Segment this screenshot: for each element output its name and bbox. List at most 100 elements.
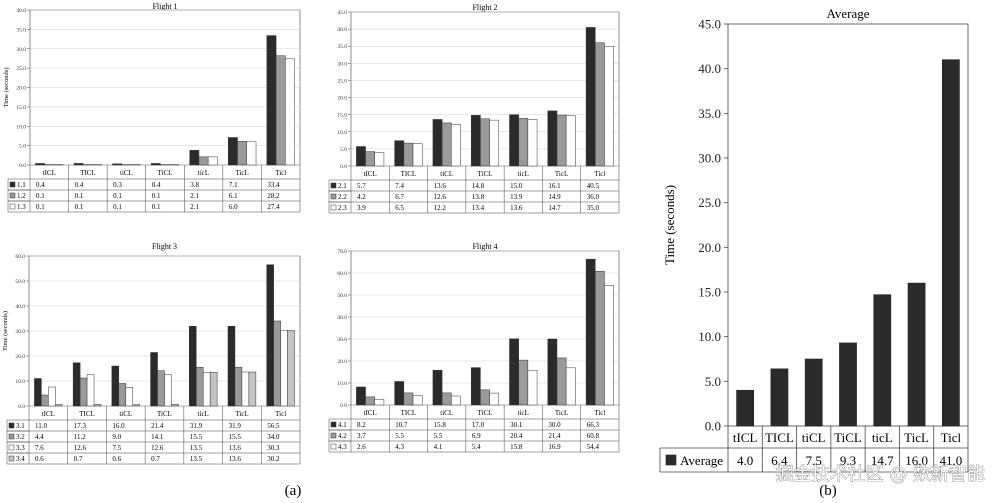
chart5-table-value: 7.5	[806, 453, 822, 468]
chart5-legend-label: Average	[680, 453, 723, 468]
chart3-bar-3-1-4	[189, 326, 197, 407]
chart4-bar-4-3-0	[374, 399, 385, 406]
chart4-table-value: 30.0	[548, 421, 561, 429]
chart1-table-value: 27.4	[267, 203, 280, 211]
chart1-bar-1-3-6	[285, 58, 295, 166]
chart3-ytick-label: 50.0	[15, 279, 25, 285]
chart5-ytick-label: 10.0	[698, 329, 721, 344]
chart1-ylabel: Time (seconds)	[3, 67, 10, 107]
chart3-bar-3-2-2	[118, 383, 127, 407]
chart2-table-value: 13.4	[472, 204, 485, 212]
chart3-bar-3-4-4	[209, 372, 218, 407]
chart3-legend-swatch	[8, 433, 15, 440]
chart1-bar-1-2-4	[198, 156, 209, 166]
chart5-ytick-label: 0.0	[705, 419, 721, 434]
chart4-table-value: 30.1	[510, 421, 523, 429]
chart3-bar-3-4-5	[248, 371, 257, 407]
chart3-table-value: 17.3	[74, 422, 87, 430]
chart4-legend-swatch	[330, 443, 337, 450]
chart3-bar-3-4-0	[55, 404, 63, 407]
chart4-bar-4-1-2	[432, 369, 443, 406]
chart2-bar-2-3-4	[527, 119, 538, 167]
chart1-title: Flight 1	[152, 2, 177, 11]
chart2-table-value: 6.5	[395, 204, 404, 212]
chart1-bar-1-1-1	[73, 163, 84, 166]
chart3-table-value: 11.0	[35, 422, 47, 430]
chart4-category-label: Ticl	[594, 409, 605, 417]
chart3-table-value: 9.0	[112, 433, 121, 441]
chart4-table-value: 17.0	[472, 421, 485, 429]
chart2-bar-2-3-1	[412, 143, 423, 167]
chart4-bar-4-3-2	[451, 395, 461, 406]
chart4-bar-4-3-4	[527, 369, 538, 406]
chart5-ytick-label: 30.0	[698, 151, 721, 166]
chart3-table-value: 11.2	[74, 433, 86, 441]
chart1-ytick-label: 20.0	[16, 86, 26, 92]
chart4-table-value: 54.4	[587, 443, 600, 451]
chart1-table-value: 0.1	[36, 192, 45, 200]
chart2-category-label: tICL	[364, 170, 377, 178]
chart1-legend-label: 1.2	[17, 192, 26, 200]
chart1-table-value: 33.4	[267, 181, 280, 189]
chart3-bar-3-3-0	[48, 386, 56, 407]
chart2-table-value: 16.1	[548, 182, 561, 190]
chart3-bar-3-2-1	[79, 377, 88, 407]
chart4-table-value: 15.8	[510, 443, 523, 451]
chart4-bar-4-1-0	[356, 386, 366, 406]
chart3-bar-3-3-4	[202, 372, 211, 407]
chart1-legend-swatch	[9, 203, 16, 210]
chart4-bar-4-2-5	[556, 357, 567, 406]
chart3-legend-label: 3.3	[16, 444, 25, 452]
chart4-plot-frame	[350, 250, 620, 406]
chart3-table-value: 4.4	[35, 433, 44, 441]
chart4-ytick-label: 70.0	[337, 249, 347, 255]
chart4-table-value: 5.4	[472, 443, 481, 451]
chart4-table-value: 21.4	[548, 432, 561, 440]
chart3-table-value: 0.6	[112, 455, 121, 463]
chart4-legend-swatch	[330, 421, 337, 428]
chart4-ytick-label: 10.0	[337, 381, 347, 387]
chart2-bar-2-2-2	[441, 122, 452, 167]
watermark: 掘金技术社区 @ 数新智能	[776, 464, 985, 485]
chart3-bar-3-4-3	[171, 404, 179, 407]
chart5-table-value: 4.0	[737, 453, 753, 468]
chart2-legend-swatch	[330, 204, 337, 211]
chart3-ytick-label: 10.0	[15, 379, 25, 385]
chart5-category-label: TICL	[765, 430, 794, 445]
chart3-bar-3-2-3	[157, 370, 165, 407]
chart3-bar-3-2-5	[234, 367, 243, 407]
chart1-table-value: 7.1	[229, 181, 238, 189]
chart3-legend-label: 3.1	[16, 422, 25, 430]
chart4-bar-4-2-6	[595, 270, 605, 406]
chart1-table-value: 0.1	[113, 192, 122, 200]
chart2-legend-label: 2.2	[338, 193, 347, 201]
chart3-table-value: 31.9	[229, 422, 242, 430]
chart2-title: Flight 2	[472, 3, 497, 12]
chart2-ytick-label: 5.0	[340, 147, 347, 153]
chart1-ytick-label: 0.0	[19, 163, 26, 169]
chart5-table-value: 6.4	[771, 453, 788, 468]
chart1-table-value: 3.8	[190, 181, 199, 189]
chart3-bar-3-4-2	[132, 404, 140, 407]
chart5-bar-4	[873, 294, 892, 427]
chart1-bar-1-1-3	[150, 163, 161, 166]
chart1-category-label: Ticl	[275, 169, 286, 177]
chart5-bar-1	[770, 368, 789, 427]
chart2-table-value: 4.2	[357, 193, 366, 201]
chart3-bar-3-1-1	[72, 362, 81, 407]
chart2-bar-2-1-3	[470, 115, 481, 167]
chart4-bar-4-1-1	[394, 381, 405, 406]
chart3-table-value: 0.6	[35, 455, 44, 463]
chart4-bar-4-2-3	[480, 389, 490, 406]
chart2-legend-swatch	[330, 182, 337, 189]
chart1-bar-1-3-4	[207, 156, 218, 166]
chart3-table-value: 7.6	[35, 444, 44, 452]
chart2-table-value: 12.2	[434, 204, 447, 212]
chart4-table-value: 5.5	[395, 432, 404, 440]
chart2-table-value: 6.7	[395, 193, 404, 201]
chart1-ytick-label: 30.0	[16, 47, 26, 53]
chart2-table-value: 14.9	[548, 193, 561, 201]
chart4-category-label: TiCL	[478, 409, 493, 417]
chart4-bar-4-2-4	[518, 359, 529, 406]
chart2-legend-label: 2.3	[338, 204, 347, 212]
